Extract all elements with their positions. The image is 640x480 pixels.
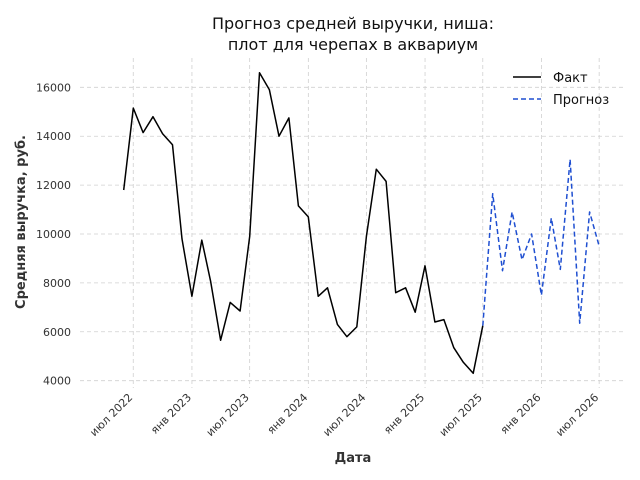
x-tick-label: янв 2024 <box>265 391 311 437</box>
legend: Факт Прогноз <box>513 71 609 108</box>
plot-area <box>122 71 600 375</box>
x-tick-label: июл 2026 <box>553 391 601 439</box>
y-tick-label: 14000 <box>36 130 71 143</box>
grid <box>80 58 625 388</box>
x-tick-label: янв 2023 <box>148 391 194 437</box>
chart-title: Прогноз средней выручки, ниша: плот для … <box>212 14 494 54</box>
y-axis-ticks: 4000 6000 8000 10000 12000 14000 16000 <box>36 81 71 387</box>
legend-label: Факт <box>553 71 588 86</box>
x-tick-label: июл 2024 <box>320 391 368 439</box>
series-line-forecast <box>482 158 600 326</box>
y-axis-label: Средняя выручка, руб. <box>14 135 29 309</box>
y-tick-label: 12000 <box>36 179 71 192</box>
y-tick-label: 10000 <box>36 228 71 241</box>
chart-title-line: плот для черепах в аквариум <box>228 35 478 54</box>
x-tick-label: июл 2025 <box>437 391 485 439</box>
legend-label: Прогноз <box>553 93 609 108</box>
x-axis-label: Дата <box>335 451 372 466</box>
y-tick-label: 8000 <box>43 277 71 290</box>
x-tick-label: янв 2026 <box>498 391 544 437</box>
x-tick-label: июл 2022 <box>87 391 135 439</box>
x-tick-label: янв 2025 <box>381 391 427 437</box>
y-tick-label: 16000 <box>36 81 71 94</box>
chart-title-line: Прогноз средней выручки, ниша: <box>212 14 494 33</box>
series-line-actual <box>122 71 484 375</box>
y-tick-label: 4000 <box>43 375 71 388</box>
x-tick-label: июл 2023 <box>204 391 252 439</box>
x-axis-ticks: июл 2022 янв 2023 июл 2023 янв 2024 июл 2024… <box>87 391 601 439</box>
y-tick-label: 6000 <box>43 326 71 339</box>
